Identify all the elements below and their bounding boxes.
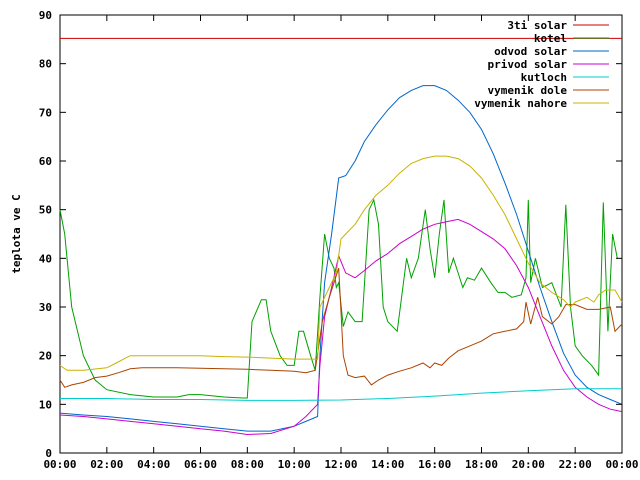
x-tick-label: 14:00: [371, 458, 404, 471]
x-tick-label: 18:00: [465, 458, 498, 471]
x-tick-label: 08:00: [231, 458, 264, 471]
x-tick-label: 10:00: [278, 458, 311, 471]
legend-label-privod-solar: privod solar: [488, 58, 568, 71]
series-line-kutloch: [60, 388, 622, 401]
legend-label-vymenik-dole: vymenik dole: [488, 84, 568, 97]
x-tick-label: 02:00: [90, 458, 123, 471]
y-tick-label: 10: [39, 398, 52, 411]
legend-label-vymenik-nahore: vymenik nahore: [474, 97, 567, 110]
x-tick-label: 06:00: [184, 458, 217, 471]
series-line-vymenik-dole: [59, 267, 623, 388]
x-tick-label: 00:00: [605, 458, 638, 471]
y-tick-label: 70: [39, 106, 52, 119]
series-layer: [59, 37, 623, 436]
legend-label-kutloch: kutloch: [521, 71, 567, 84]
series-line-kotel: [59, 198, 618, 399]
series-line-privod-solar: [59, 218, 623, 436]
x-tick-label: 22:00: [559, 458, 592, 471]
x-tick-label: 00:00: [43, 458, 76, 471]
y-tick-label: 80: [39, 58, 52, 71]
series-line-vymenik-nahore: [59, 155, 623, 371]
legend-label-kotel: kotel: [534, 32, 567, 45]
y-tick-label: 40: [39, 252, 52, 265]
y-tick-label: 90: [39, 9, 52, 22]
y-tick-label: 20: [39, 350, 52, 363]
y-tick-label: 30: [39, 301, 52, 314]
legend-label-3ti-solar: 3ti solar: [507, 19, 567, 32]
x-tick-label: 20:00: [512, 458, 545, 471]
x-tick-label: 04:00: [137, 458, 170, 471]
x-tick-label: 16:00: [418, 458, 451, 471]
tick-layer: 0 10 20 30 40 50 60 70 80 90 00:00 02:00 04:00 06:00 0…: [39, 9, 639, 471]
y-axis-title: teplota ve C: [10, 194, 23, 273]
y-tick-label: 50: [39, 204, 52, 217]
series-line-odvod-solar: [59, 85, 623, 432]
x-tick-label: 12:00: [324, 458, 357, 471]
legend-label-odvod-solar: odvod solar: [494, 45, 567, 58]
y-tick-label: 0: [45, 447, 52, 460]
y-tick-label: 60: [39, 155, 52, 168]
